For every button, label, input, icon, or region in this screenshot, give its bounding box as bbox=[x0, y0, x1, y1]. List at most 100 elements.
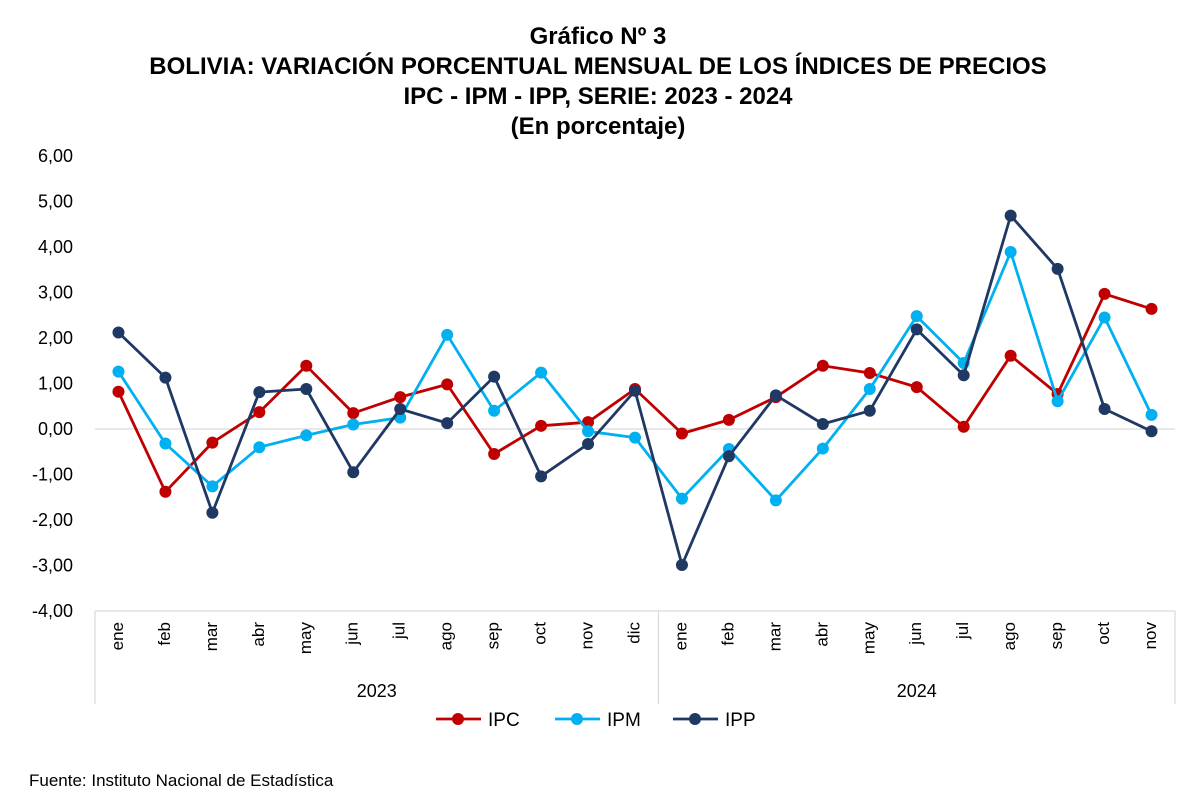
x-tick-label: may bbox=[859, 622, 878, 655]
y-tick-label: -2,00 bbox=[32, 510, 73, 530]
data-point-ipc bbox=[722, 413, 735, 426]
data-point-ipp bbox=[769, 389, 782, 402]
chart-title-block: Gráfico Nº 3 BOLIVIA: VARIACIÓN PORCENTU… bbox=[0, 22, 1182, 142]
data-point-ipc bbox=[863, 367, 876, 380]
data-point-ipc bbox=[1098, 287, 1111, 300]
y-tick-label: 3,00 bbox=[38, 283, 73, 303]
x-tick-label: ene bbox=[671, 622, 690, 650]
data-point-ipm bbox=[535, 366, 548, 379]
data-point-ipm bbox=[629, 431, 641, 444]
x-tick-label: nov bbox=[1141, 622, 1160, 650]
data-point-ipp bbox=[488, 370, 501, 383]
data-point-ipp bbox=[1145, 425, 1158, 438]
data-point-ipp bbox=[675, 559, 688, 572]
data-point-ipc bbox=[206, 436, 219, 449]
data-point-ipc bbox=[112, 385, 125, 398]
data-point-ipc bbox=[1145, 302, 1158, 315]
x-tick-label: dic bbox=[624, 622, 643, 644]
data-point-ipp bbox=[1004, 209, 1017, 222]
data-point-ipp bbox=[957, 369, 970, 382]
data-point-ipc bbox=[488, 448, 501, 461]
data-point-ipm bbox=[441, 328, 454, 341]
x-tick-label: ene bbox=[108, 622, 127, 650]
y-tick-label: -4,00 bbox=[32, 601, 73, 621]
x-tick-label: ago bbox=[1000, 622, 1019, 650]
x-group-label: 2024 bbox=[897, 681, 937, 701]
y-tick-label: 0,00 bbox=[38, 419, 73, 439]
legend-label: IPC bbox=[488, 710, 520, 731]
data-point-ipp bbox=[441, 417, 454, 430]
legend-marker bbox=[452, 713, 464, 725]
x-tick-label: oct bbox=[1094, 622, 1113, 645]
data-point-ipp bbox=[816, 417, 829, 430]
data-point-ipm bbox=[112, 365, 125, 378]
legend-label: IPP bbox=[725, 710, 756, 731]
data-point-ipp bbox=[1098, 402, 1111, 415]
x-group-label: 2023 bbox=[357, 681, 397, 701]
data-point-ipp bbox=[300, 382, 313, 395]
y-tick-label: 1,00 bbox=[38, 374, 73, 394]
data-point-ipc bbox=[582, 416, 595, 429]
data-point-ipm bbox=[863, 382, 876, 395]
data-point-ipp bbox=[863, 404, 876, 417]
data-point-ipc bbox=[816, 359, 829, 372]
x-tick-label: may bbox=[296, 622, 315, 655]
x-tick-label: mar bbox=[765, 622, 784, 652]
x-tick-label: jun bbox=[343, 622, 362, 646]
y-tick-label: -3,00 bbox=[32, 556, 73, 576]
data-point-ipp bbox=[629, 384, 641, 397]
data-point-ipm bbox=[347, 418, 360, 431]
data-point-ipc bbox=[300, 359, 313, 372]
x-tick-label: jul bbox=[953, 622, 972, 640]
data-point-ipp bbox=[1051, 262, 1064, 275]
data-point-ipc bbox=[910, 381, 923, 394]
data-point-ipm bbox=[675, 492, 688, 505]
legend-marker bbox=[571, 713, 583, 725]
data-point-ipp bbox=[253, 386, 266, 399]
data-point-ipp bbox=[347, 466, 360, 479]
data-point-ipm bbox=[159, 437, 172, 450]
source-note: Fuente: Instituto Nacional de Estadístic… bbox=[29, 771, 334, 790]
data-point-ipm bbox=[816, 442, 829, 455]
data-point-ipm bbox=[206, 480, 219, 493]
y-tick-label: 6,00 bbox=[38, 146, 73, 166]
data-point-ipc bbox=[394, 391, 407, 404]
x-tick-label: jul bbox=[390, 622, 409, 640]
x-tick-label: feb bbox=[718, 622, 737, 646]
x-tick-label: oct bbox=[531, 622, 550, 645]
data-point-ipp bbox=[535, 470, 548, 483]
data-point-ipp bbox=[206, 506, 219, 519]
data-point-ipp bbox=[394, 402, 407, 415]
data-point-ipm bbox=[1098, 311, 1111, 324]
data-point-ipm bbox=[300, 429, 313, 442]
x-tick-label: feb bbox=[155, 622, 174, 646]
data-point-ipm bbox=[1004, 246, 1017, 259]
data-point-ipc bbox=[347, 407, 360, 420]
data-point-ipm bbox=[253, 441, 266, 454]
data-point-ipc bbox=[253, 406, 266, 419]
x-tick-label: sep bbox=[484, 622, 503, 649]
data-point-ipm bbox=[910, 310, 923, 323]
x-tick-label: ago bbox=[437, 622, 456, 650]
data-point-ipc bbox=[1004, 349, 1017, 362]
data-point-ipm bbox=[582, 425, 595, 438]
y-tick-label: -1,00 bbox=[32, 465, 73, 485]
x-tick-label: mar bbox=[202, 622, 221, 652]
data-point-ipc bbox=[159, 485, 172, 498]
data-point-ipm bbox=[488, 404, 501, 417]
data-point-ipp bbox=[159, 371, 172, 384]
legend-marker bbox=[689, 713, 701, 725]
data-point-ipc bbox=[441, 378, 454, 391]
x-tick-label: sep bbox=[1047, 622, 1066, 649]
chart-title: BOLIVIA: VARIACIÓN PORCENTUAL MENSUAL DE… bbox=[149, 53, 1047, 80]
data-point-ipp bbox=[910, 323, 923, 336]
data-point-ipp bbox=[722, 450, 735, 463]
data-point-ipm bbox=[1145, 408, 1158, 421]
chart-subtitle: IPC - IPM - IPP, SERIE: 2023 - 2024 bbox=[403, 83, 793, 110]
data-point-ipp bbox=[582, 438, 595, 451]
x-tick-label: abr bbox=[249, 622, 268, 647]
data-point-ipm bbox=[1051, 395, 1064, 408]
chart-units: (En porcentaje) bbox=[510, 113, 686, 140]
x-tick-label: jun bbox=[906, 622, 925, 646]
